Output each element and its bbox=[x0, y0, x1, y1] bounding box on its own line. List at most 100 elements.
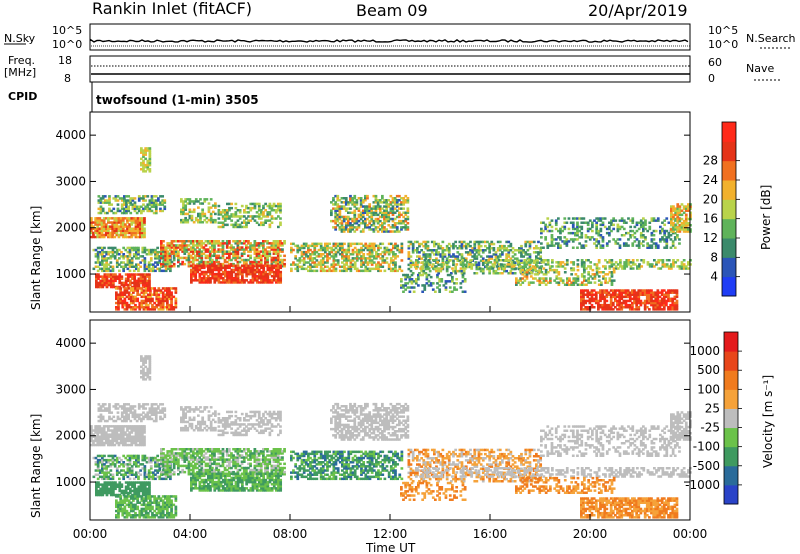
heatmap-cell bbox=[136, 235, 140, 239]
heatmap-cell bbox=[332, 253, 336, 256]
heatmap-cell bbox=[460, 269, 464, 273]
heatmap-cell bbox=[183, 250, 187, 253]
heatmap-cell bbox=[214, 202, 217, 205]
heatmap-cell bbox=[257, 206, 261, 210]
heatmap-cell bbox=[228, 270, 231, 274]
heatmap-cell bbox=[361, 211, 365, 214]
heatmap-cell bbox=[387, 199, 391, 202]
heatmap-cell bbox=[398, 250, 402, 254]
heatmap-cell bbox=[116, 195, 120, 198]
heatmap-cell bbox=[374, 194, 378, 198]
heatmap-cell bbox=[255, 221, 259, 224]
heatmap-cell bbox=[164, 248, 168, 251]
heatmap-cell bbox=[125, 291, 129, 294]
heatmap-cell bbox=[376, 230, 380, 233]
heatmap-cell bbox=[260, 211, 263, 214]
heatmap-cell bbox=[187, 254, 191, 258]
heatmap-cell bbox=[398, 213, 401, 217]
heatmap-cell bbox=[300, 244, 304, 248]
heatmap-cell bbox=[364, 224, 367, 227]
heatmap-cell bbox=[119, 287, 123, 290]
y-tick-label: 3000 bbox=[55, 174, 86, 188]
heatmap-cell bbox=[309, 255, 312, 258]
heatmap-cell bbox=[326, 246, 329, 250]
heatmap-cell bbox=[503, 244, 506, 248]
heatmap-cell bbox=[353, 209, 357, 212]
heatmap-cell bbox=[514, 267, 518, 270]
heatmap-cell bbox=[387, 263, 391, 266]
heatmap-cell bbox=[347, 207, 350, 210]
heatmap-cell bbox=[107, 281, 111, 285]
heatmap-cell bbox=[492, 249, 496, 252]
heatmap-cell bbox=[228, 242, 231, 245]
heatmap-cell bbox=[164, 262, 168, 266]
heatmap-cell bbox=[279, 264, 283, 267]
heatmap-cell bbox=[420, 257, 424, 260]
heatmap-cell bbox=[129, 283, 132, 287]
heatmap-cell bbox=[225, 244, 229, 247]
heatmap-cell bbox=[134, 308, 137, 311]
heatmap-cell bbox=[304, 261, 308, 264]
heatmap-cell bbox=[456, 247, 460, 250]
heatmap-cell bbox=[115, 231, 119, 235]
heatmap-cell bbox=[159, 297, 163, 301]
heatmap-cell bbox=[101, 261, 104, 264]
heatmap-cell bbox=[197, 212, 200, 216]
heatmap-cell bbox=[391, 219, 395, 223]
heatmap-cell bbox=[385, 213, 389, 217]
heatmap-cell bbox=[208, 260, 212, 264]
heatmap-cell bbox=[203, 198, 207, 201]
y-tick-label: 1000 bbox=[55, 267, 86, 281]
heatmap-cell bbox=[238, 270, 242, 274]
heatmap-cell bbox=[166, 306, 169, 309]
heatmap-cell bbox=[439, 269, 443, 273]
heatmap-cell bbox=[182, 206, 185, 209]
heatmap-cell bbox=[139, 265, 143, 268]
heatmap-cell bbox=[264, 219, 268, 222]
heatmap-cell bbox=[477, 249, 481, 252]
heatmap-cell bbox=[238, 246, 242, 249]
heatmap-cell bbox=[180, 200, 183, 203]
heatmap-cell bbox=[123, 201, 126, 204]
heatmap-cell bbox=[475, 255, 479, 258]
heatmap-cell bbox=[496, 240, 500, 244]
heatmap-cell bbox=[115, 291, 118, 294]
heatmap-cell bbox=[204, 277, 208, 280]
heatmap-cell bbox=[398, 230, 401, 233]
heatmap-cell bbox=[268, 206, 272, 210]
heatmap-cell bbox=[98, 233, 102, 237]
heatmap-cell bbox=[208, 262, 212, 266]
heatmap-cell bbox=[376, 213, 380, 217]
heatmap-cell bbox=[225, 240, 229, 243]
heatmap-cell bbox=[454, 240, 458, 244]
heatmap-cell bbox=[370, 242, 374, 246]
heatmap-cell bbox=[204, 254, 208, 258]
heatmap-cell bbox=[120, 281, 124, 285]
heatmap-cell bbox=[353, 226, 357, 229]
heatmap-cell bbox=[279, 279, 283, 282]
heatmap-cell bbox=[481, 267, 485, 271]
heatmap-cell bbox=[150, 205, 154, 208]
heatmap-cell bbox=[394, 257, 397, 260]
heatmap-cell bbox=[503, 263, 506, 267]
heatmap-cell bbox=[183, 242, 187, 245]
heatmap-cell bbox=[113, 235, 117, 239]
heatmap-cell bbox=[98, 253, 102, 256]
heatmap-cell bbox=[105, 279, 109, 283]
heatmap-cell bbox=[321, 259, 325, 262]
heatmap-cell bbox=[170, 265, 174, 268]
heatmap-cell bbox=[434, 259, 437, 262]
heatmap-cell bbox=[232, 270, 236, 274]
heatmap-cell bbox=[492, 272, 496, 275]
heatmap-cell bbox=[440, 267, 444, 270]
heatmap-cell bbox=[232, 264, 236, 267]
heatmap-cell bbox=[264, 262, 267, 266]
heatmap-cell bbox=[120, 277, 124, 280]
heatmap-cell bbox=[123, 289, 127, 292]
heatmap-cell bbox=[116, 203, 120, 206]
heatmap-cell bbox=[191, 262, 195, 266]
heatmap-cell bbox=[90, 225, 93, 228]
heatmap-cell bbox=[168, 262, 172, 266]
heatmap-cell bbox=[215, 250, 218, 253]
heatmap-cell bbox=[101, 201, 105, 204]
